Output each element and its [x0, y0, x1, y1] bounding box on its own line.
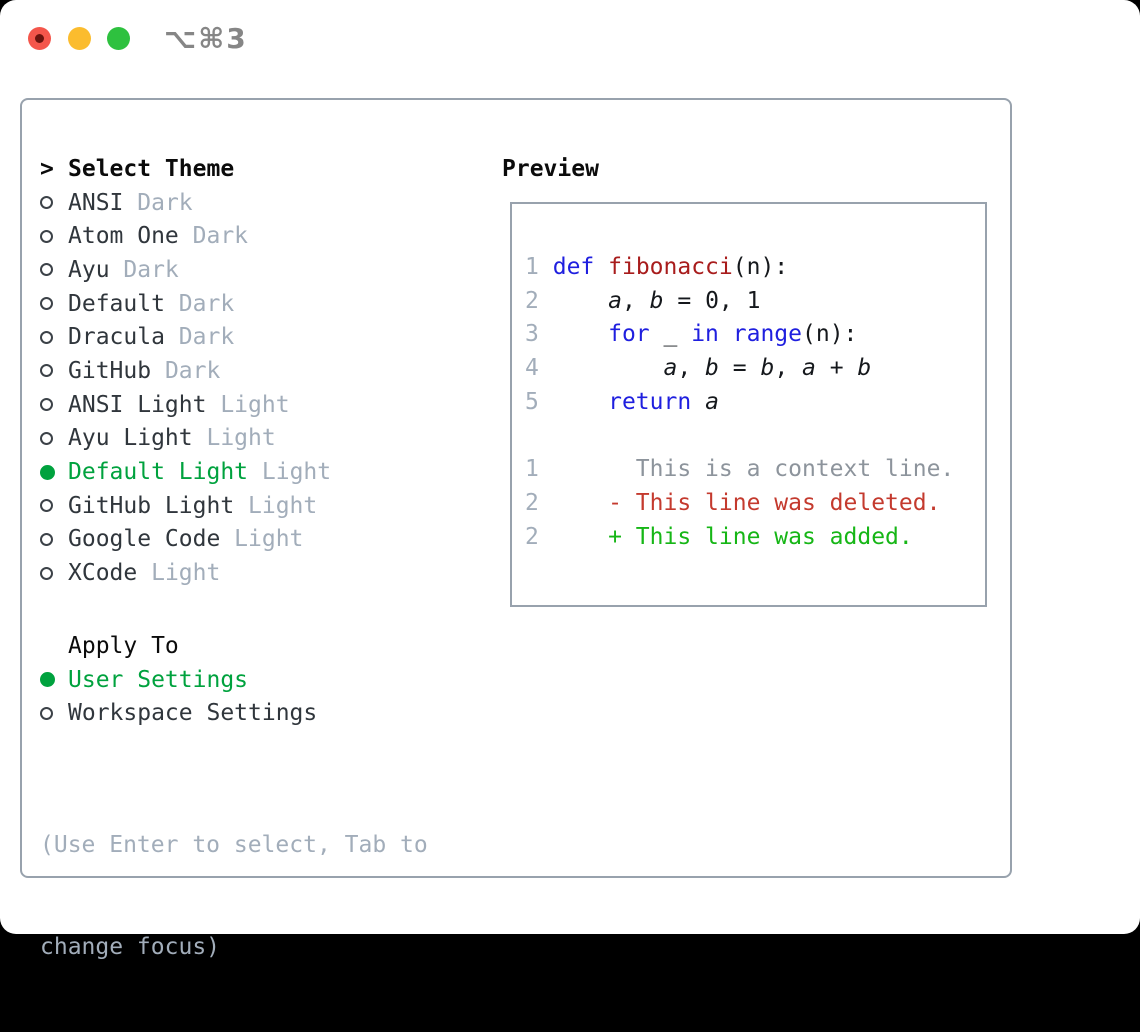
radio-circle	[40, 263, 53, 277]
theme-list: > Select Theme ANSI Dark Atom One Dark Ayu …	[40, 152, 331, 590]
theme-option-github[interactable]: GitHub Dark	[40, 354, 331, 388]
app-window: ⌥⌘3 > Select Theme ANSI Dark Atom One Dark…	[0, 0, 1140, 960]
theme-option-xcode[interactable]: XCode Light	[40, 556, 331, 590]
theme-list-header: > Select Theme	[40, 152, 331, 186]
option-variant-label: Dark	[192, 223, 249, 250]
help-text: (Use Enter to select, Tab to change focu…	[40, 762, 428, 1032]
preview-pane: 1 def fibonacci(n): 2 a, b = 0, 1 3 for _ …	[510, 202, 987, 607]
help-line-2: change focus)	[40, 933, 221, 960]
title-bar: ⌥⌘3	[0, 0, 1140, 76]
option-label: Workspace Settings	[68, 700, 318, 727]
preview-header-row: Preview	[502, 152, 599, 186]
help-line-1: (Use Enter to select, Tab to	[40, 832, 428, 859]
radio-circle	[40, 464, 55, 480]
main-panel: > Select Theme ANSI Dark Atom One Dark Ayu …	[20, 98, 1012, 960]
window-shortcut-label: ⌥⌘3	[164, 22, 248, 55]
option-label: User Settings	[68, 666, 249, 693]
option-label: Default Light	[68, 459, 262, 486]
theme-option-ansi[interactable]: ANSI Dark	[40, 186, 331, 220]
select-theme-title: Select Theme	[68, 155, 235, 182]
radio-circle	[40, 196, 53, 210]
zoom-button[interactable]	[107, 27, 130, 50]
prompt-icon: >	[40, 155, 54, 182]
theme-option-google-code[interactable]: Google Code Light	[40, 523, 331, 557]
option-variant-label: Dark	[123, 256, 179, 283]
radio-circle	[40, 431, 53, 445]
radio-icon	[40, 330, 68, 344]
radio-circle	[40, 499, 53, 513]
radio-icon	[40, 364, 68, 378]
preview-title: Preview	[502, 155, 599, 182]
apply-to-header-row: Apply To	[40, 629, 317, 663]
option-variant-label: Light	[261, 459, 332, 486]
option-label: Google Code	[68, 526, 235, 553]
radio-icon	[40, 196, 68, 210]
theme-option-default-light[interactable]: Default Light Light	[40, 455, 331, 489]
option-label: GitHub	[68, 357, 165, 384]
option-label: GitHub Light	[68, 492, 249, 519]
radio-circle	[40, 706, 53, 720]
theme-option-dracula[interactable]: Dracula Dark	[40, 320, 331, 354]
radio-circle	[40, 297, 53, 311]
minimize-button[interactable]	[68, 27, 91, 50]
close-dot-icon	[35, 34, 44, 43]
close-button[interactable]	[28, 27, 51, 50]
option-label: ANSI Light	[68, 391, 221, 418]
option-variant-label: Dark	[164, 357, 221, 384]
apply-to-section: Apply To User Settings Workspace Settings	[40, 629, 317, 730]
radio-circle	[40, 364, 53, 378]
code-line: 2 a, b = 0, 1	[525, 287, 761, 314]
code-line	[525, 419, 985, 453]
option-variant-label: Dark	[178, 324, 235, 351]
preview-code: 1 def fibonacci(n): 2 a, b = 0, 1 3 for _ …	[512, 204, 985, 554]
code-line: 2 + This line was added.	[525, 523, 913, 550]
code-line: 1 def fibonacci(n):	[525, 254, 789, 280]
code-line: 4 a, b = b, a + b	[525, 355, 872, 382]
theme-option-default[interactable]: Default Dark	[40, 287, 331, 321]
apply-to-title: Apply To	[68, 632, 179, 659]
radio-circle	[40, 398, 53, 412]
option-label: ANSI	[68, 189, 138, 216]
option-variant-label: Dark	[178, 290, 235, 317]
code-line: 1 This is a context line.	[525, 456, 955, 483]
theme-option-ayu-light[interactable]: Ayu Light Light	[40, 422, 331, 456]
option-label: Dracula	[68, 324, 179, 351]
option-label: Ayu	[68, 256, 124, 283]
radio-icon	[40, 706, 68, 720]
theme-option-ansi-light[interactable]: ANSI Light Light	[40, 388, 331, 422]
radio-circle	[40, 566, 53, 580]
radio-circle	[40, 672, 55, 688]
theme-option-atom-one[interactable]: Atom One Dark	[40, 219, 331, 253]
radio-icon	[40, 297, 68, 311]
radio-icon	[40, 398, 68, 412]
radio-circle	[40, 532, 53, 546]
theme-option-ayu[interactable]: Ayu Dark	[40, 253, 331, 287]
radio-icon	[40, 532, 68, 546]
option-label: Atom One	[68, 223, 193, 250]
radio-circle	[40, 330, 53, 344]
radio-icon	[40, 263, 68, 277]
apply-option-workspace-settings[interactable]: Workspace Settings	[40, 696, 317, 730]
option-label: Ayu Light	[68, 425, 207, 452]
option-variant-label: Light	[248, 492, 318, 519]
radio-icon	[40, 431, 68, 445]
option-label: Default	[68, 290, 179, 317]
theme-option-github-light[interactable]: GitHub Light Light	[40, 489, 331, 523]
radio-icon	[40, 499, 68, 513]
option-variant-label: Light	[206, 425, 276, 452]
code-line: 2 - This line was deleted.	[525, 489, 941, 516]
code-line: 5 return a	[525, 388, 719, 415]
option-variant-label: Light	[220, 391, 290, 418]
option-variant-label: Dark	[137, 189, 193, 216]
radio-icon	[40, 229, 68, 243]
option-label: XCode	[68, 560, 152, 587]
option-variant-label: Light	[234, 526, 304, 553]
radio-icon	[40, 566, 68, 580]
radio-selected-icon	[40, 464, 68, 480]
code-line: 3 for _ in range(n):	[525, 321, 858, 348]
radio-circle	[40, 229, 53, 243]
apply-option-user-settings[interactable]: User Settings	[40, 663, 317, 697]
option-variant-label: Light	[151, 560, 221, 587]
radio-selected-icon	[40, 672, 68, 688]
